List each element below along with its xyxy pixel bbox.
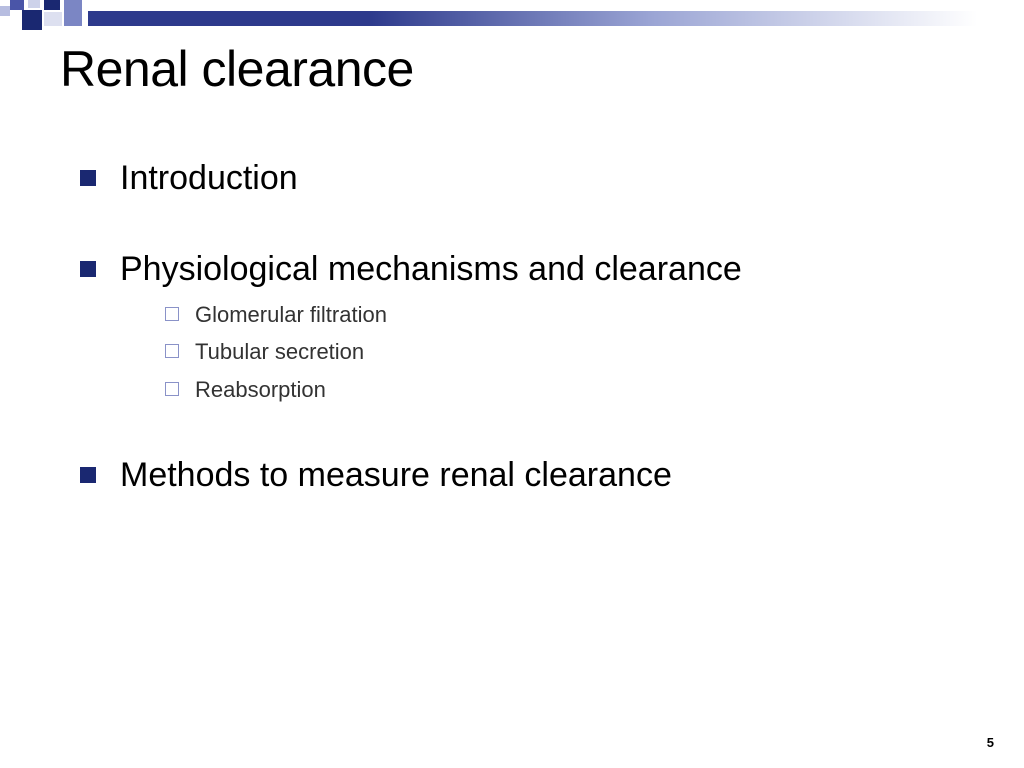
- slide-content: Renal clearance Introduction Physiologica…: [60, 40, 964, 545]
- decoration-square: [28, 0, 40, 8]
- sub-bullet-item: Glomerular filtration: [165, 300, 964, 330]
- sub-bullet-list: Glomerular filtration Tubular secretion Re…: [120, 300, 964, 405]
- sub-bullet-item: Tubular secretion: [165, 337, 964, 367]
- page-number: 5: [987, 735, 994, 750]
- decoration-bar: [88, 11, 1024, 26]
- decoration-squares: [0, 0, 100, 30]
- decoration-square: [0, 6, 10, 16]
- decoration-square: [10, 0, 24, 10]
- bullet-text: Methods to measure renal clearance: [120, 456, 672, 494]
- decoration-square: [64, 0, 82, 26]
- sub-bullet-item: Reabsorption: [165, 375, 964, 405]
- slide-title: Renal clearance: [60, 40, 964, 98]
- bullet-item: Physiological mechanisms and clearance Gl…: [80, 249, 964, 405]
- bullet-list: Introduction Physiological mechanisms and…: [60, 158, 964, 495]
- bullet-text: Physiological mechanisms and clearance: [120, 250, 742, 288]
- bullet-item: Methods to measure renal clearance: [80, 455, 964, 496]
- bullet-item: Introduction: [80, 158, 964, 199]
- decoration-square: [22, 10, 42, 30]
- bullet-text: Introduction: [120, 159, 298, 197]
- header-decoration: [0, 0, 1024, 30]
- decoration-square: [44, 12, 62, 26]
- decoration-square: [44, 0, 60, 10]
